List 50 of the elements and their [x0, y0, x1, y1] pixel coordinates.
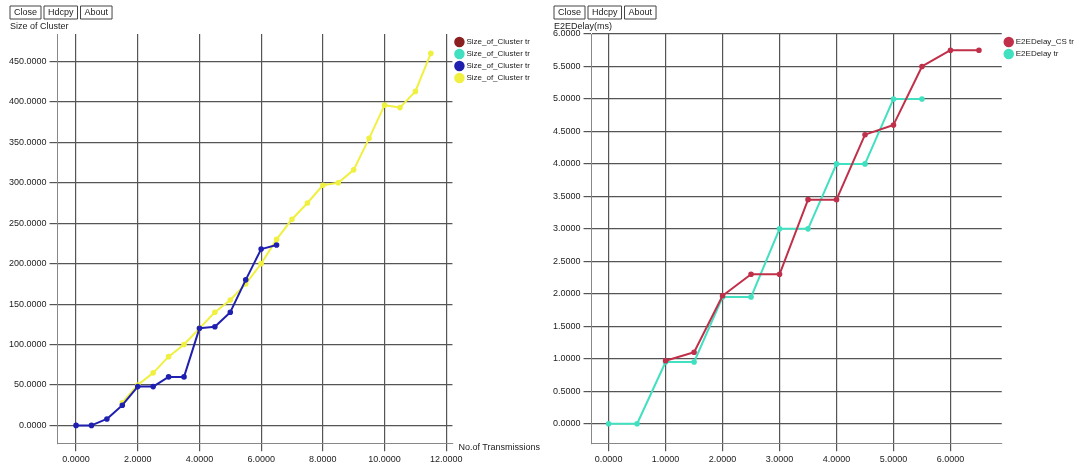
y-tick-label: 0.0000 — [19, 419, 47, 430]
x-tick-label: 1.0000 — [651, 454, 680, 465]
x-tick-label: 6.0000 — [936, 454, 965, 465]
y-tick-label: 150.0000 — [8, 298, 47, 309]
y-tick-label: 50.0000 — [13, 379, 47, 390]
x-tick-label: 5.0000 — [879, 454, 908, 465]
x-tick-label: 10.0000 — [368, 454, 401, 465]
x-tick-label: 6.0000 — [247, 454, 275, 465]
y-tick-label: 5.5000 — [553, 60, 581, 71]
legend-label: Size_of_Cluster tr — [466, 37, 531, 47]
y-tick-label: 1.5000 — [553, 320, 581, 331]
x-tick-label: 8.0000 — [309, 454, 337, 465]
y-tick-label: 4.0000 — [553, 158, 581, 169]
y-tick-label: 250.0000 — [8, 217, 47, 228]
x-tick-label: 2.0000 — [708, 454, 737, 465]
legend-label: E2EDelay tr — [1015, 49, 1059, 59]
legend-label: Size_of_Cluster tr — [466, 49, 531, 59]
text: Close — [558, 6, 582, 17]
legend-label: Size_of_Cluster tr — [466, 61, 531, 71]
y-tick-label: 5.0000 — [553, 93, 581, 104]
text: Hdcpy — [592, 6, 619, 17]
text: About — [84, 6, 109, 17]
y-tick-label: 3.0000 — [553, 223, 581, 234]
y-tick-label: 200.0000 — [8, 258, 47, 269]
y-tick-label: 450.0000 — [8, 55, 47, 66]
x-tick-label: 4.0000 — [822, 454, 851, 465]
y-tick-label: 400.0000 — [8, 96, 47, 107]
y-tick-label: 100.0000 — [8, 339, 47, 350]
y-tick-label: 2.0000 — [553, 288, 581, 299]
legend-label: E2EDelay_CS tr — [1015, 37, 1075, 47]
text: About — [628, 6, 653, 17]
y-axis-title: Size of Cluster — [10, 21, 69, 32]
y-tick-label: 3.5000 — [553, 190, 581, 201]
y-tick-label: 1.0000 — [553, 353, 581, 364]
y-tick-label: 350.0000 — [8, 136, 47, 147]
y-tick-label: 0.0000 — [553, 418, 581, 429]
x-tick-label: 3.0000 — [765, 454, 794, 465]
x-tick-label: 0.0000 — [62, 454, 90, 465]
x-axis-title: No.of Transmissions — [458, 441, 541, 452]
x-tick-label: 12.0000 — [429, 454, 463, 465]
text: Hdcpy — [48, 6, 75, 17]
y-tick-label: 2.5000 — [553, 255, 581, 266]
text: Close — [14, 6, 38, 17]
y-tick-label: 4.5000 — [553, 125, 581, 136]
y-tick-label: 300.0000 — [8, 177, 47, 188]
y-tick-label: 0.5000 — [553, 385, 581, 396]
x-tick-label: 2.0000 — [123, 454, 152, 465]
legend-label: Size_of_Cluster tr — [466, 73, 531, 83]
x-tick-label: 0.0000 — [594, 454, 623, 465]
x-tick-label: 4.0000 — [185, 454, 214, 465]
